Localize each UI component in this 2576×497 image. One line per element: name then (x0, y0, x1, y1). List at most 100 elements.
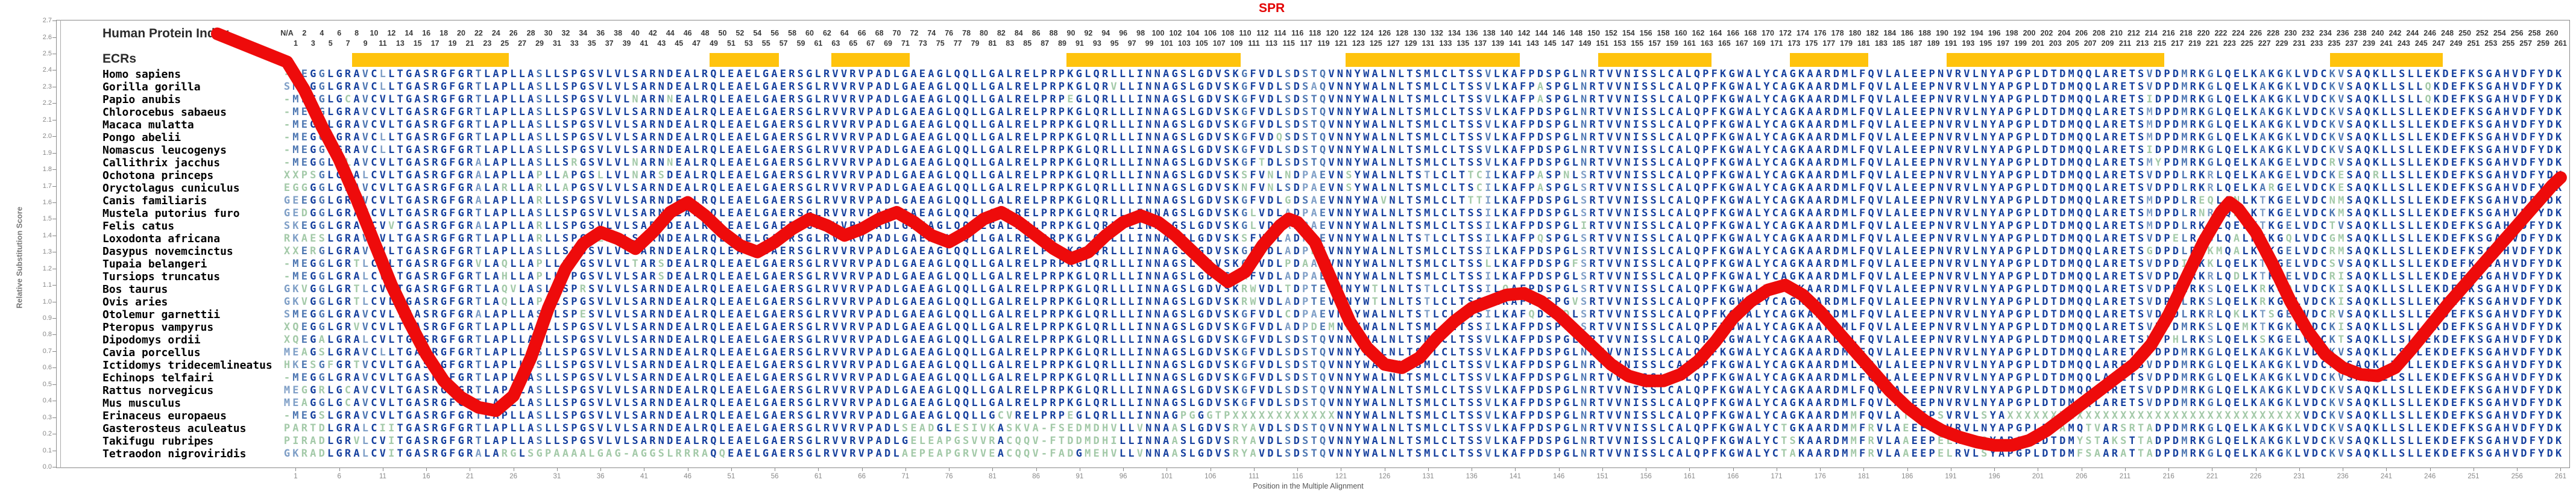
alignment-column-number: 101 (1160, 39, 1173, 48)
residue-cell: K (1067, 181, 1074, 194)
alignment-column-number: 5 (328, 39, 333, 48)
residue-cell: V (597, 257, 603, 270)
residue-cell: P (1528, 118, 1535, 131)
residue-cell: E (1024, 207, 1030, 219)
residue-cell: R (701, 270, 708, 283)
residue-cell: E (728, 194, 734, 207)
residue-cell: T (397, 105, 403, 118)
alignment-column-number: 17 (430, 39, 439, 48)
residue-cell: G (762, 93, 769, 105)
residue-cell: K (2372, 67, 2379, 80)
residue-cell: V (1876, 257, 1883, 270)
residue-cell: S (536, 93, 543, 105)
residue-cell: N (1346, 156, 1352, 169)
residue-cell: I (1136, 80, 1143, 93)
residue-cell: L (1885, 156, 1892, 169)
residue-cell: L (553, 194, 560, 207)
residue-cell: S (1224, 156, 1230, 169)
residue-cell: P (2164, 181, 2170, 194)
residue-cell: D (667, 194, 673, 207)
residue-cell: L (2033, 270, 2040, 283)
residue-cell: K (2268, 194, 2275, 207)
residue-cell: P (2164, 105, 2170, 118)
alignment-column-number: 255 (2502, 39, 2515, 48)
residue-cell: S (536, 207, 543, 219)
residue-cell: E (2120, 219, 2127, 232)
residue-cell: R (849, 207, 856, 219)
residue-cell: L (1006, 194, 1013, 207)
residue-cell: A (1163, 207, 1170, 219)
residue-cell: G (901, 232, 909, 245)
residue-cell: N (1154, 257, 1160, 270)
residue-cell: S (423, 219, 430, 232)
residue-cell: G (936, 245, 943, 257)
residue-cell: A (475, 181, 482, 194)
residue-cell: D (1267, 207, 1274, 219)
residue-cell: L (1128, 194, 1135, 207)
residue-cell: M (1424, 257, 1431, 270)
residue-cell: L (1128, 181, 1135, 194)
residue-cell: D (667, 169, 673, 181)
residue-cell: G (458, 156, 464, 169)
residue-cell: V (379, 232, 386, 245)
residue-cell: R (1050, 67, 1056, 80)
residue-cell: Q (710, 67, 717, 80)
residue-cell: D (2172, 67, 2179, 80)
residue-cell: L (1085, 270, 1091, 283)
species-label: Homo sapiens (102, 67, 181, 81)
residue-cell: P (1929, 143, 1935, 156)
alignment-column-number: 209 (2101, 39, 2114, 48)
residue-cell: P (867, 232, 874, 245)
residue-cell: V (1963, 207, 1970, 219)
residue-cell: R (849, 169, 856, 181)
residue-cell: G (579, 131, 586, 143)
residue-cell: D (2521, 194, 2527, 207)
residue-cell: G (1171, 67, 1178, 80)
residue-cell: A (640, 181, 647, 194)
residue-cell: S (1180, 143, 1187, 156)
residue-cell: S (1346, 169, 1352, 181)
residue-cell: L (1903, 207, 1909, 219)
residue-cell: K (2372, 194, 2379, 207)
residue-cell: A (684, 207, 691, 219)
residue-cell: L (388, 181, 395, 194)
residue-cell: F (449, 194, 456, 207)
residue-cell: R (1589, 131, 1596, 143)
residue-cell: L (1006, 93, 1013, 105)
residue-cell: S (1285, 156, 1291, 169)
residue-cell: I (1136, 131, 1143, 143)
residue-cell: A (1311, 207, 1317, 219)
residue-cell: V (1946, 232, 1953, 245)
residue-cell: I (1633, 143, 1639, 156)
residue-cell: L (544, 219, 552, 232)
alignment-column-number: 67 (866, 39, 875, 48)
residue-cell: P (1528, 80, 1535, 93)
residue-cell: P (501, 156, 508, 169)
residue-cell: L (980, 181, 987, 194)
residue-cell: P (1554, 105, 1561, 118)
residue-cell: L (1119, 270, 1126, 283)
residue-cell: K (2329, 80, 2335, 93)
residue-cell: Q (2085, 219, 2092, 232)
residue-cell: L (510, 131, 517, 143)
residue-cell: L (483, 245, 491, 257)
residue-cell: Y (1354, 257, 1361, 270)
residue-cell: L (2407, 270, 2414, 283)
residue-cell: G (2015, 131, 2023, 143)
residue-cell: L (1450, 105, 1456, 118)
residue-cell: K (2250, 156, 2257, 169)
residue-cell: E (1319, 207, 1326, 219)
residue-cell: R (823, 143, 830, 156)
residue-cell: T (397, 93, 403, 105)
residue-cell: S (1285, 93, 1291, 105)
residue-cell: C (1667, 156, 1674, 169)
residue-cell: E (301, 105, 307, 118)
y-tick-label: 1.4 (42, 231, 52, 239)
residue-cell: E (1920, 181, 1927, 194)
residue-cell: I (1485, 181, 1491, 194)
alignment-column-number: 110 (1239, 29, 1252, 37)
residue-cell: S (1180, 67, 1187, 80)
residue-cell: Q (710, 181, 717, 194)
residue-cell: L (1032, 67, 1039, 80)
residue-cell: G (2486, 93, 2492, 105)
